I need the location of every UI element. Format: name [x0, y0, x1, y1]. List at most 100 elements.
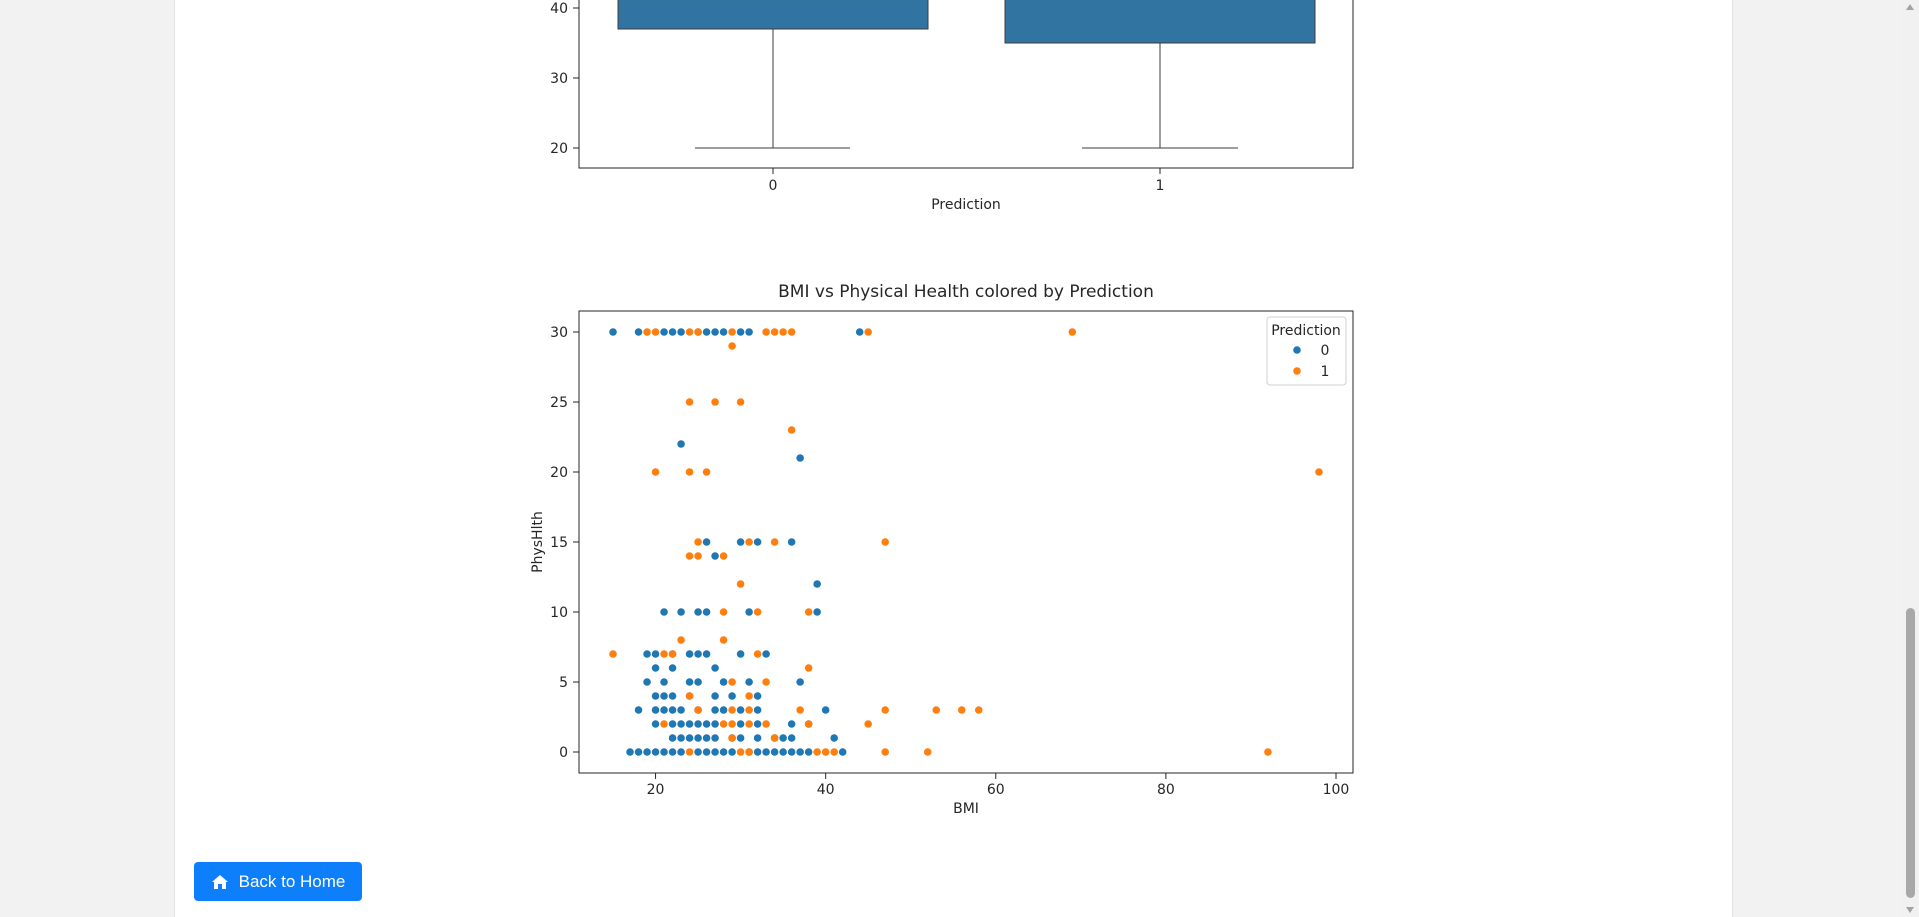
box-plot-area [578, 0, 1354, 169]
scatter-point-series-0 [702, 328, 711, 336]
scatter-point-series-0 [711, 734, 719, 742]
scatter-point-series-0 [660, 748, 668, 756]
scatter-point-series-0 [660, 608, 668, 616]
scatter-point-series-0 [660, 678, 668, 686]
scatter-point-series-0 [787, 748, 796, 756]
legend-title: Prediction [1271, 323, 1341, 339]
scatter-point-series-0 [677, 734, 685, 742]
back-to-home-label: Back to Home [238, 871, 346, 891]
scatter-point-series-1 [881, 706, 889, 714]
scatter-point-series-1 [864, 328, 872, 336]
scatter-point-series-1 [685, 552, 694, 560]
scatter-point-series-0 [634, 706, 643, 714]
scatter-xlabel: BMI [953, 801, 979, 817]
scatter-point-series-1 [685, 328, 694, 336]
scatter-point-series-0 [753, 706, 762, 714]
scatter-point-series-0 [787, 720, 796, 728]
scatter-point-series-1 [957, 706, 966, 714]
scatter-legend: Prediction 0 1 [1266, 316, 1347, 386]
scatter-ytick-label: 5 [559, 675, 568, 691]
scatter-point-series-1 [881, 538, 889, 546]
scatter-point-series-1 [685, 468, 694, 476]
scatter-point-series-0 [677, 440, 685, 448]
scatter-point-series-1 [932, 706, 941, 714]
scatter-point-series-1 [804, 664, 813, 672]
scatter-title: BMI vs Physical Health colored by Predic… [778, 282, 1154, 302]
scatter-point-series-1 [762, 678, 770, 686]
scatter-point-series-0 [719, 706, 728, 714]
scatter-point-series-0 [677, 608, 685, 616]
scatter-point-series-1 [923, 748, 932, 756]
scatter-point-series-1 [813, 748, 821, 756]
scatter-point-series-1 [745, 538, 753, 546]
legend-marker-0 [1293, 346, 1301, 354]
scatter-point-series-1 [762, 720, 770, 728]
scatter-point-series-0 [694, 608, 702, 616]
scatter-point-series-0 [753, 692, 762, 700]
scatter-point-series-0 [651, 664, 660, 672]
scatter-point-series-0 [821, 706, 830, 714]
scatter-point-series-1 [745, 720, 753, 728]
scatter-point-series-1 [1264, 748, 1272, 756]
scatter-point-series-1 [974, 706, 983, 714]
scatter-point-series-1 [728, 328, 736, 336]
scatter-point-series-1 [719, 608, 728, 616]
scrollbar-thumb[interactable] [1906, 608, 1915, 898]
scatter-point-series-1 [830, 748, 838, 756]
scatter-point-series-0 [796, 748, 804, 756]
scatter-point-series-1 [668, 650, 677, 658]
scatter-point-series-1 [660, 720, 668, 728]
scatter-point-series-1 [804, 720, 813, 728]
scatter-point-series-1 [719, 552, 728, 560]
scatter-point-series-0 [813, 608, 821, 616]
scatter-point-series-0 [651, 650, 660, 658]
scatter-point-series-0 [694, 650, 702, 658]
scatter-point-series-0 [711, 552, 719, 560]
scatter-point-series-0 [855, 328, 864, 336]
scatter-point-series-0 [745, 678, 753, 686]
scatter-point-series-0 [643, 678, 651, 686]
scatter-point-series-1 [1315, 468, 1323, 476]
scatter-point-series-0 [660, 706, 668, 714]
scatter-point-series-1 [651, 468, 660, 476]
box-ytick-20: 20 [550, 141, 568, 157]
scatter-xtick-label: 80 [1157, 782, 1175, 798]
scatter-point-series-0 [711, 706, 719, 714]
scatter-point-series-0 [660, 692, 668, 700]
scatter-point-series-0 [694, 720, 702, 728]
scatter-chart: BMI vs Physical Health colored by Predic… [530, 282, 1354, 817]
page-scrollbar[interactable] [1902, 0, 1919, 917]
scatter-point-series-1 [677, 636, 685, 644]
scatter-point-series-1 [609, 650, 617, 658]
scatter-point-series-1 [736, 398, 745, 406]
page-card [174, 0, 1733, 917]
scroll-up-arrow-icon[interactable] [1906, 4, 1914, 10]
scatter-point-series-1 [728, 720, 736, 728]
scatter-point-series-0 [711, 692, 719, 700]
scatter-point-series-0 [736, 538, 745, 546]
scatter-point-series-1 [821, 748, 830, 756]
scatter-xtick-label: 100 [1323, 782, 1350, 798]
scatter-point-series-1 [1068, 328, 1077, 336]
scatter-point-series-0 [830, 734, 838, 742]
scatter-ytick-label: 10 [550, 605, 568, 621]
back-to-home-button[interactable]: Back to Home [194, 862, 362, 901]
scatter-point-series-1 [881, 748, 889, 756]
scatter-point-series-0 [838, 748, 847, 756]
scatter-point-series-1 [753, 650, 762, 658]
legend-label-1: 1 [1321, 364, 1330, 380]
scatter-point-series-0 [677, 328, 685, 336]
scatter-point-series-0 [711, 664, 719, 672]
scroll-down-arrow-icon[interactable] [1906, 907, 1914, 913]
scatter-point-series-1 [643, 328, 651, 336]
scatter-point-series-1 [736, 748, 745, 756]
scatter-ytick-label: 15 [550, 535, 568, 551]
scatter-point-series-1 [736, 580, 745, 588]
scatter-point-series-0 [736, 650, 745, 658]
scatter-point-series-0 [736, 706, 745, 714]
scatter-point-series-0 [711, 328, 719, 336]
scatter-point-series-0 [651, 720, 660, 728]
scatter-ytick-label: 25 [550, 395, 568, 411]
scatter-point-series-0 [719, 328, 728, 336]
scatter-point-series-0 [694, 748, 702, 756]
